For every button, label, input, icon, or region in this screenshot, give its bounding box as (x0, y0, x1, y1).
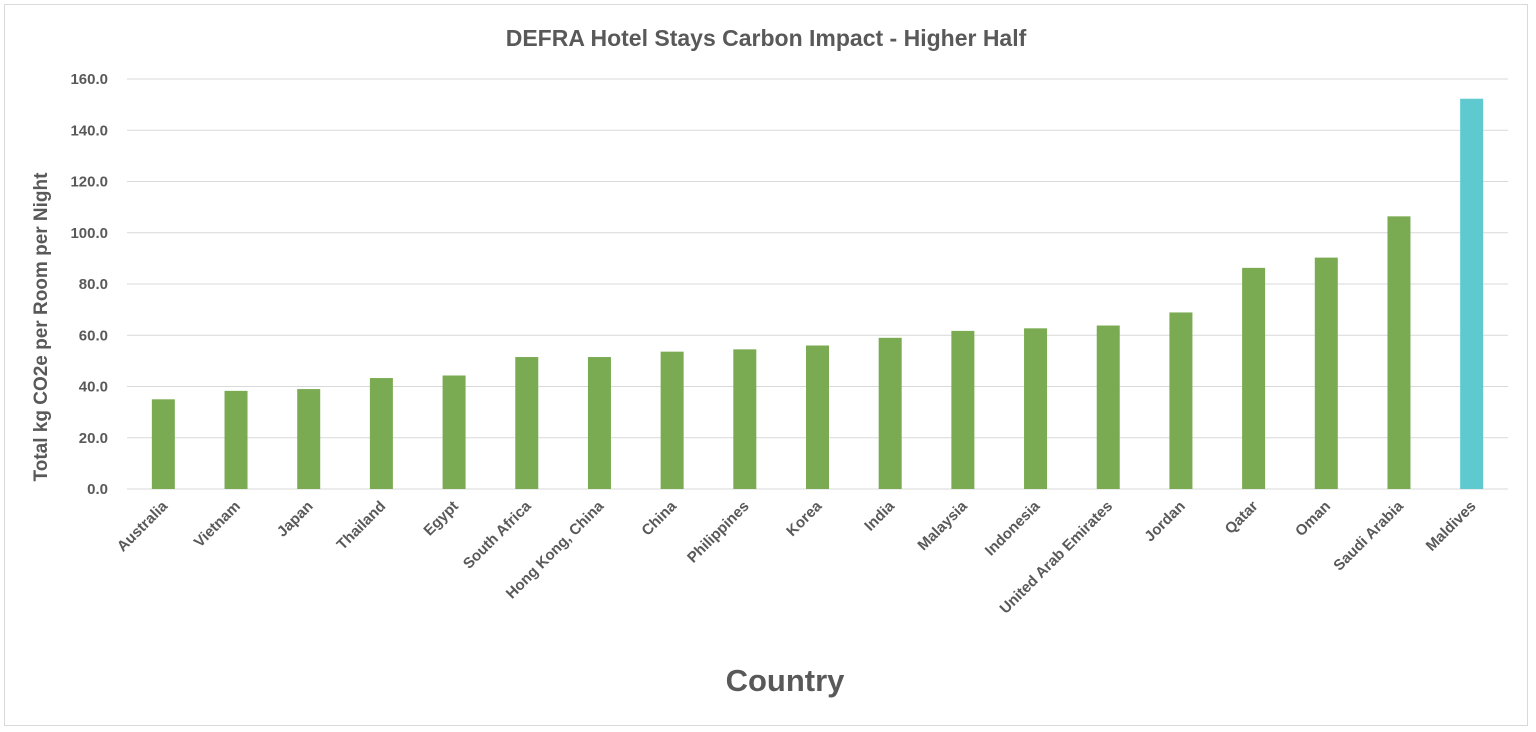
gridlines (127, 78, 1508, 490)
y-tick-label: 80.0 (79, 276, 108, 293)
bar-qatar (1242, 267, 1266, 489)
y-tick-label: 20.0 (79, 430, 108, 447)
x-tick-label: Australia (114, 497, 172, 555)
bar-korea (806, 345, 829, 489)
bar-thailand (369, 378, 393, 489)
x-tick-label: Indonesia (982, 497, 1044, 559)
x-tick-label: South Africa (460, 497, 535, 572)
y-tick-label: 100.0 (70, 225, 108, 242)
bar-malaysia (951, 330, 975, 489)
x-tick-label: India (861, 497, 898, 534)
bar-india (878, 337, 902, 489)
bar-japan (297, 389, 321, 489)
x-tick-label: Jordan (1141, 498, 1188, 545)
bar-south-africa (515, 357, 539, 489)
x-axis-ticks: Australia Vietnam Japan Thailand EgyptSouth … (114, 497, 1480, 617)
x-tick-label: China (638, 497, 680, 539)
x-axis-title: Country (726, 663, 846, 698)
y-tick-label: 40.0 (79, 379, 108, 396)
y-axis-ticks: 0.0 20.0 40.0 60.0 80.0 100.0 120.0 140.0 160.0 (70, 71, 108, 498)
bar-saudi-arabia (1387, 216, 1411, 489)
x-tick-label: Philippines (684, 498, 753, 567)
bar-philippines (733, 349, 757, 489)
y-tick-label: 60.0 (79, 327, 108, 344)
y-tick-label: 140.0 (70, 122, 108, 139)
y-tick-label: 0.0 (87, 481, 108, 498)
bar-united-arab-emirates (1096, 325, 1120, 489)
bars (151, 98, 1484, 489)
chart-frame (4, 4, 1528, 726)
bar-jordan (1169, 312, 1193, 489)
bar-egypt (442, 375, 466, 489)
chart-title: DEFRA Hotel Stays Carbon Impact - Higher… (506, 25, 1027, 51)
x-tick-label: Thailand (334, 498, 390, 554)
x-tick-label: Malaysia (914, 497, 971, 554)
x-tick-label: Oman (1292, 498, 1334, 540)
x-tick-label: Saudi Arabia (1330, 497, 1407, 574)
y-axis-title: Total kg CO2e per Room per Night (31, 172, 52, 482)
bar-hong-kong-china (587, 357, 611, 489)
x-tick-label: Egypt (420, 498, 461, 539)
y-tick-label: 160.0 (70, 71, 108, 88)
bar-australia (151, 399, 175, 489)
y-tick-label: 120.0 (70, 174, 108, 191)
x-tick-label: Maldives (1423, 498, 1480, 555)
x-tick-label: Japan (274, 498, 317, 541)
x-tick-label: Vietnam (191, 498, 244, 551)
x-tick-label: Korea (783, 497, 826, 540)
bar-indonesia (1024, 328, 1048, 489)
bar-vietnam (224, 390, 248, 489)
bar-china (660, 351, 684, 489)
bar-oman (1314, 257, 1338, 489)
x-tick-label: Qatar (1222, 498, 1262, 538)
bar-maldives (1460, 98, 1484, 489)
